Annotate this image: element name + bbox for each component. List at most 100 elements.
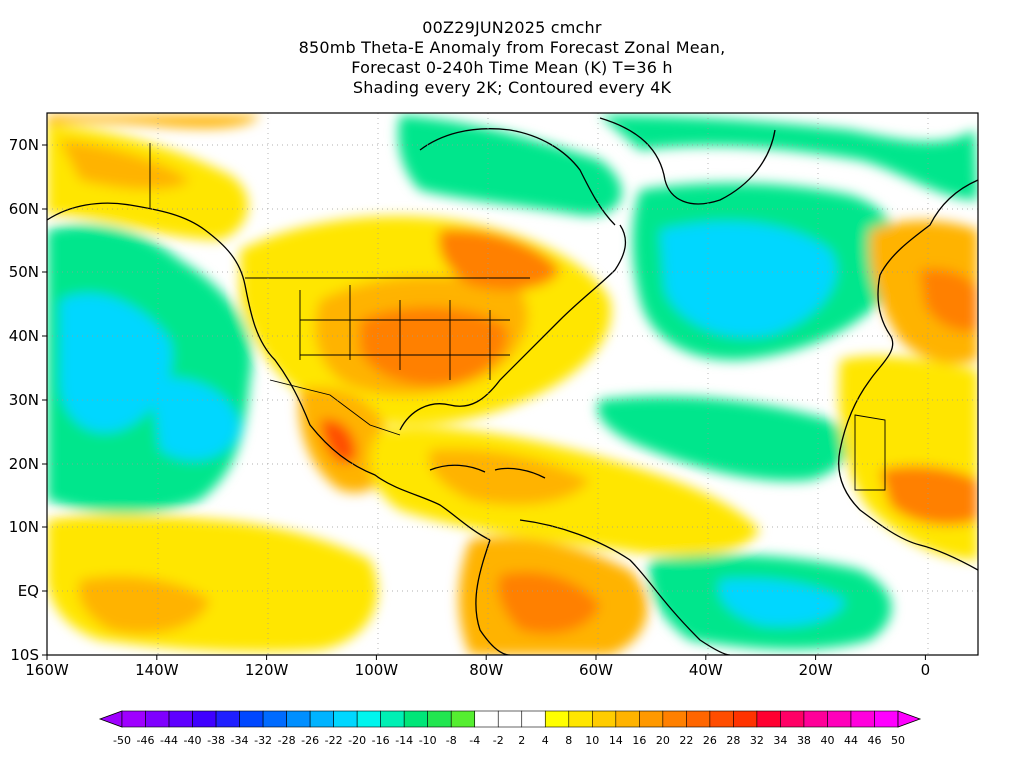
colorbar-swatch	[309, 710, 334, 728]
colorbar-label: -22	[325, 734, 343, 747]
colorbar-label: 40	[820, 734, 834, 747]
colorbar-label: -40	[184, 734, 202, 747]
x-tick-label: 20W	[799, 661, 833, 679]
x-tick-label: 100W	[355, 661, 399, 679]
colorbar-swatch	[403, 710, 428, 728]
y-tick-label: 50N	[9, 263, 39, 281]
colorbar-swatch	[709, 710, 734, 728]
colorbar-label: -20	[348, 734, 366, 747]
colorbar-label: 20	[656, 734, 670, 747]
colorbar-swatch	[592, 710, 617, 728]
x-tick-label: 120W	[245, 661, 289, 679]
colorbar-label: -46	[137, 734, 155, 747]
alaska-orange-patch	[60, 140, 190, 190]
colorbar-swatch	[686, 710, 711, 728]
atlantic-cold-core	[660, 221, 837, 338]
y-axis: 70N 60N 50N 40N 30N 20N 10N EQ 10S	[9, 136, 47, 664]
caribbean-orange-area	[429, 449, 590, 505]
colorbar-swatch	[756, 710, 781, 728]
pacific-cold-core-2	[150, 378, 240, 461]
title-block: 00Z29JUN2025 cmchr 850mb Theta-E Anomaly…	[0, 18, 1024, 98]
north-america-east-coast	[399, 224, 627, 431]
colorbar-swatch	[662, 710, 687, 728]
south-america-west-coast	[475, 539, 511, 655]
us-state-lines-vertical	[299, 285, 491, 380]
colorbar-label: -34	[231, 734, 249, 747]
colorbar-swatch	[544, 710, 570, 728]
colorbar-label: 22	[679, 734, 693, 747]
europe-africa-coast	[838, 179, 978, 571]
x-tick-label: 60W	[579, 661, 613, 679]
hudson-bay-coast	[419, 128, 616, 226]
colorbar-swatch	[286, 710, 311, 728]
colorbar-swatch	[121, 710, 146, 728]
colorbar-label: 44	[844, 734, 858, 747]
colorbar-label: -38	[207, 734, 225, 747]
gridlines	[47, 113, 978, 655]
colorbar-label: 26	[703, 734, 717, 747]
colorbar-label: 10	[585, 734, 599, 747]
colorbar-label: -44	[160, 734, 178, 747]
colorbar-swatch	[427, 710, 452, 728]
colorbar-label: -16	[372, 734, 390, 747]
mexico-hot-spot	[320, 419, 356, 464]
colorbar-swatch	[780, 710, 805, 728]
borders	[149, 143, 886, 491]
colorbar-swatch	[168, 710, 193, 728]
colorbar-swatch	[239, 710, 264, 728]
x-tick-label: 0	[921, 661, 931, 679]
colorbar-swatch	[262, 710, 287, 728]
colorbar-swatch	[827, 710, 852, 728]
central-us-hot-area	[360, 307, 508, 386]
y-tick-label: 70N	[9, 136, 39, 154]
x-tick-label: 40W	[689, 661, 723, 679]
south-america-east-coast	[519, 519, 731, 655]
colorbar-swatch	[474, 710, 499, 728]
sahel-hot-area	[880, 465, 978, 525]
colorbar-swatch	[356, 710, 381, 728]
colorbar-swatch	[192, 710, 217, 728]
y-tick-label: 10N	[9, 518, 39, 536]
arctic-cool-area	[398, 115, 622, 216]
colorbar-label: 50	[891, 734, 905, 747]
title-line-3: Forecast 0-240h Time Mean (K) T=36 h	[351, 58, 673, 77]
shaded-field	[47, 113, 978, 655]
title-line-4: Shading every 2K; Contoured every 4K	[352, 78, 672, 97]
colorbar-label: 38	[797, 734, 811, 747]
colorbar-swatch	[497, 710, 523, 728]
colorbar-swatch	[639, 710, 664, 728]
colorbar-swatch	[615, 710, 640, 728]
colorbar-label: 28	[726, 734, 740, 747]
colorbar-label: -50	[113, 734, 131, 747]
us-mexico-border	[269, 379, 401, 436]
title-line-1: 00Z29JUN2025 cmchr	[422, 18, 602, 37]
colorbar-label: 4	[542, 734, 549, 747]
colorbar-label: -2	[493, 734, 504, 747]
pacific-coastline	[47, 202, 491, 541]
arctic-orange-strip	[47, 115, 260, 128]
y-tick-label: 30N	[9, 391, 39, 409]
title-line-2: 850mb Theta-E Anomaly from Forecast Zona…	[298, 38, 726, 57]
colorbar-swatch	[380, 710, 405, 728]
colorbar-label: -14	[395, 734, 413, 747]
greenland-coast	[599, 117, 776, 205]
x-tick-label: 140W	[135, 661, 179, 679]
pacific-cold-core	[60, 293, 172, 433]
colorbar-swatch	[850, 710, 875, 728]
colorbar-label: -32	[254, 734, 272, 747]
x-axis: 160W 140W 120W 100W 80W 60W 40W 20W 0	[25, 655, 930, 679]
coastlines	[47, 117, 978, 655]
colorbar-label: -28	[278, 734, 296, 747]
colorbar-swatch	[145, 710, 170, 728]
colorbar-left-arrow	[98, 710, 123, 728]
colorbar-label: -10	[419, 734, 437, 747]
subtropical-cool-band	[597, 396, 848, 481]
colorbar-swatch	[450, 710, 476, 728]
greenland-cool-area	[600, 115, 978, 200]
colorbar: -50 -46 -44 -40 -38 -34 -32 -28 -26 -22 -20 -16 -14-…	[98, 710, 922, 747]
colorbar-swatch	[333, 710, 358, 728]
colorbar-label: 8	[565, 734, 572, 747]
colorbar-label: 34	[773, 734, 787, 747]
caribbean-islands	[429, 464, 546, 479]
